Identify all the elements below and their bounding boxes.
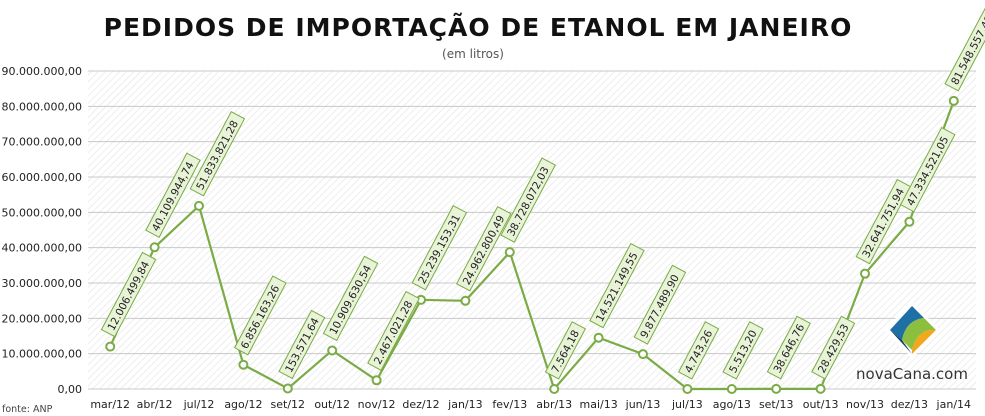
y-tick-label: 60.000.000,00: [2, 171, 82, 184]
data-label: 81.548.557,48: [944, 6, 985, 92]
data-point: [771, 383, 782, 394]
x-tick-label: ago/12: [224, 398, 262, 411]
source-note: fonte: ANP: [2, 404, 53, 415]
data-point: [815, 383, 826, 394]
x-tick-label: fev/13: [492, 398, 527, 411]
data-point: [682, 383, 693, 394]
novacana-logo-icon: [884, 302, 940, 358]
y-tick-label: 30.000.000,00: [2, 277, 82, 290]
data-point: [593, 332, 604, 343]
x-tick-label: ago/13: [713, 398, 751, 411]
x-tick-label: jan/14: [936, 398, 971, 411]
x-tick-label: dez/12: [402, 398, 439, 411]
y-tick-label: 0,00: [58, 383, 83, 396]
data-point: [194, 200, 204, 211]
data-point: [282, 383, 293, 394]
data-point: [238, 359, 249, 370]
brand-logo: [884, 302, 940, 358]
x-tick-label: jan/13: [447, 398, 482, 411]
x-tick-label: out/13: [803, 398, 839, 411]
data-point: [860, 268, 870, 279]
x-tick-label: set/12: [271, 398, 306, 411]
data-point: [327, 345, 338, 356]
y-tick-label: 40.000.000,00: [2, 242, 82, 255]
data-point: [549, 383, 560, 394]
x-tick-label: nov/13: [846, 398, 884, 411]
y-tick-label: 80.000.000,00: [2, 100, 82, 113]
x-tick-label: set/13: [759, 398, 794, 411]
x-tick-label: abr/13: [536, 398, 572, 411]
x-tick-label: mai/13: [579, 398, 617, 411]
data-point: [948, 95, 959, 106]
chart-title: PEDIDOS DE IMPORTAÇÃO DE ETANOL EM JANEI…: [104, 13, 853, 42]
data-point: [371, 375, 382, 386]
brand-name: novaCana.com: [856, 365, 968, 383]
x-tick-label: dez/13: [891, 398, 928, 411]
data-point: [726, 383, 737, 394]
data-point: [638, 349, 648, 360]
data-point: [105, 341, 116, 352]
data-point: [460, 295, 471, 306]
y-tick-label: 70.000.000,00: [2, 136, 82, 149]
data-point: [149, 242, 160, 253]
y-tick-label: 10.000.000,00: [2, 348, 82, 361]
x-tick-label: nov/12: [358, 398, 396, 411]
x-tick-label: jul/13: [671, 398, 703, 411]
series-line: [109, 100, 955, 392]
x-tick-label: abr/12: [137, 398, 173, 411]
x-tick-label: jul/12: [183, 398, 215, 411]
y-tick-label: 90.000.000,00: [2, 65, 82, 78]
y-tick-label: 50.000.000,00: [2, 206, 82, 219]
x-tick-label: jun/13: [625, 398, 661, 411]
x-tick-label: mar/12: [90, 398, 130, 411]
chart-subtitle: (em litros): [442, 47, 504, 61]
y-tick-label: 20.000.000,00: [2, 312, 82, 325]
data-point: [904, 216, 915, 227]
x-tick-label: out/12: [314, 398, 350, 411]
data-point: [504, 247, 515, 258]
